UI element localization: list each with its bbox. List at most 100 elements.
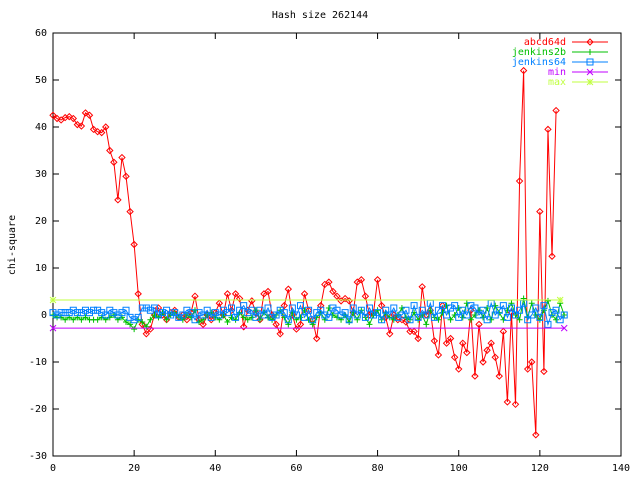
point xyxy=(110,158,118,166)
x-tick-label: 0 xyxy=(50,463,56,474)
point xyxy=(142,330,151,338)
y-tick-label: 20 xyxy=(35,216,47,227)
point xyxy=(265,314,272,321)
x-tick-label: 40 xyxy=(209,463,221,474)
point xyxy=(49,324,57,332)
point xyxy=(81,109,90,117)
point xyxy=(325,304,332,311)
point xyxy=(313,334,321,343)
legend-label: jenkins64 xyxy=(512,57,566,68)
point xyxy=(586,78,594,86)
point xyxy=(467,316,474,323)
legend-label: jenkins2b xyxy=(512,47,566,58)
x-tick-label: 120 xyxy=(531,463,549,474)
y-tick-label: -20 xyxy=(29,404,47,415)
point xyxy=(511,400,520,409)
point xyxy=(334,314,340,321)
point xyxy=(500,316,507,323)
point xyxy=(552,306,560,314)
point xyxy=(499,327,508,336)
point xyxy=(377,301,386,310)
point xyxy=(443,302,450,309)
point xyxy=(463,311,471,319)
point xyxy=(418,306,426,314)
point xyxy=(77,122,86,130)
point xyxy=(410,302,418,310)
point xyxy=(402,318,410,326)
point xyxy=(207,315,215,324)
point xyxy=(586,58,594,66)
x-tick-label: 20 xyxy=(128,463,140,474)
point xyxy=(446,334,455,343)
point xyxy=(435,316,442,323)
point xyxy=(540,367,548,376)
point xyxy=(183,306,191,314)
point xyxy=(240,302,248,310)
point xyxy=(280,301,288,310)
point xyxy=(53,114,61,123)
point xyxy=(147,316,154,323)
point xyxy=(414,313,422,321)
point xyxy=(443,311,451,319)
point xyxy=(484,304,491,311)
point xyxy=(131,326,138,333)
point xyxy=(94,316,101,323)
point xyxy=(139,319,146,326)
point xyxy=(325,278,333,286)
point xyxy=(560,324,568,332)
point xyxy=(422,311,430,319)
point xyxy=(366,321,373,328)
point xyxy=(82,314,89,321)
point xyxy=(134,313,142,321)
y-tick-label: 40 xyxy=(35,122,47,133)
point xyxy=(414,334,422,343)
point xyxy=(187,309,195,317)
point xyxy=(97,128,106,137)
point xyxy=(548,252,556,260)
point xyxy=(309,316,317,324)
point xyxy=(264,287,272,296)
point xyxy=(102,123,110,131)
point xyxy=(191,292,199,300)
point xyxy=(228,304,236,312)
point xyxy=(81,306,89,314)
point xyxy=(341,309,349,317)
point xyxy=(203,306,211,314)
point xyxy=(256,306,264,314)
point xyxy=(556,296,564,304)
point xyxy=(430,313,438,321)
point xyxy=(224,319,231,326)
y-axis-label: chi-square xyxy=(7,215,18,275)
point xyxy=(183,315,191,324)
point xyxy=(560,311,568,319)
point xyxy=(455,313,463,321)
x-tick-label: 140 xyxy=(612,463,630,474)
point xyxy=(85,111,94,119)
point xyxy=(471,372,479,380)
point xyxy=(317,306,325,314)
point xyxy=(587,49,593,55)
point xyxy=(325,313,333,321)
point xyxy=(252,307,259,314)
x-tick-label: 60 xyxy=(290,463,302,474)
point xyxy=(284,285,293,293)
point xyxy=(223,290,232,298)
y-tick-label: 10 xyxy=(35,263,47,274)
point xyxy=(219,306,227,314)
point xyxy=(357,306,365,314)
point xyxy=(459,314,466,321)
point xyxy=(374,309,382,317)
point xyxy=(451,312,458,318)
series-line xyxy=(52,70,557,435)
point xyxy=(89,125,98,134)
point xyxy=(438,302,446,310)
point xyxy=(138,320,146,329)
point xyxy=(418,283,426,291)
point xyxy=(471,304,479,312)
point xyxy=(235,294,244,303)
point xyxy=(516,306,524,314)
point xyxy=(487,339,495,347)
point xyxy=(450,353,459,362)
point xyxy=(586,38,594,46)
point xyxy=(280,309,288,317)
